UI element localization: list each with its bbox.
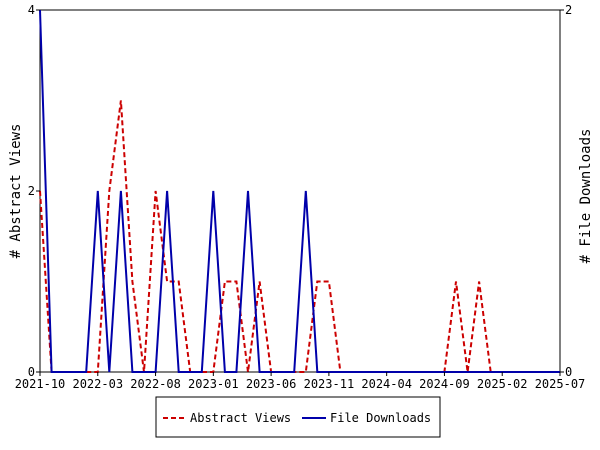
y-right-tick-label: 2 <box>565 3 572 17</box>
x-tick-label: 2025-02 <box>477 377 528 391</box>
x-tick-label: 2022-08 <box>130 377 181 391</box>
x-tick-label: 2021-10 <box>15 377 66 391</box>
x-tick-label: 2023-01 <box>188 377 239 391</box>
x-tick-label: 2023-11 <box>304 377 355 391</box>
y-left-tick-label: 4 <box>28 3 35 17</box>
legend-label-file-downloads: File Downloads <box>330 411 431 425</box>
x-tick-label: 2024-04 <box>361 377 412 391</box>
x-tick-label: 2023-06 <box>246 377 297 391</box>
y-left-axis-title: # Abstract Views <box>8 124 24 259</box>
plot-area <box>39 9 561 373</box>
series-line-abstract-views <box>39 100 560 373</box>
legend: Abstract Views File Downloads <box>155 396 441 438</box>
y-right-tick-label: 0 <box>565 365 572 379</box>
x-tick-label: 2025-07 <box>535 377 586 391</box>
y-left-tick-label: 0 <box>28 365 35 379</box>
series-line-file-downloads <box>39 9 560 373</box>
x-tick-label: 2024-09 <box>419 377 470 391</box>
y-left-tick-label: 2 <box>28 184 35 198</box>
legend-label-abstract-views: Abstract Views <box>190 411 291 425</box>
x-tick-label: 2022-03 <box>72 377 123 391</box>
y-right-axis-title: # File Downloads <box>578 129 594 264</box>
